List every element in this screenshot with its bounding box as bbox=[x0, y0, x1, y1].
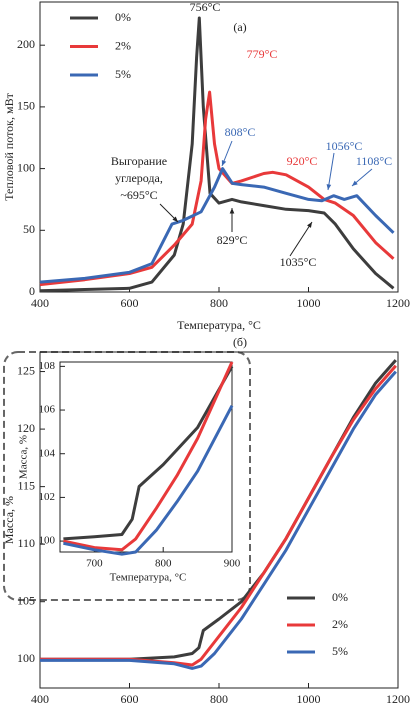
annotation-arrow bbox=[327, 152, 335, 191]
panel-label: (б) bbox=[233, 335, 247, 349]
x-tick-label: 400 bbox=[31, 692, 49, 706]
legend-label: 0% bbox=[115, 10, 131, 24]
annotation: ~695°C bbox=[120, 188, 157, 202]
x-tick-label: 1200 bbox=[386, 296, 410, 310]
y-tick-label: 108 bbox=[39, 360, 56, 372]
annotation: 920°C bbox=[287, 154, 318, 168]
y-tick-label: 100 bbox=[17, 160, 35, 174]
arrow-head bbox=[352, 180, 358, 186]
inset-frame bbox=[3, 351, 251, 601]
y-tick-label: 106 bbox=[39, 404, 56, 416]
data-line bbox=[63, 405, 234, 556]
x-tick-label: 600 bbox=[121, 692, 139, 706]
data-line bbox=[63, 365, 234, 541]
annotation: 1056°C bbox=[326, 139, 363, 153]
y-axis-title: Масса, % bbox=[2, 496, 16, 544]
x-tick-label: 600 bbox=[121, 296, 139, 310]
y-axis-title: Масса, % bbox=[18, 435, 30, 479]
legend-label: 0% bbox=[332, 590, 348, 604]
x-tick-label: 1000 bbox=[297, 692, 321, 706]
y-tick-label: 50 bbox=[23, 222, 35, 236]
x-tick-label: 700 bbox=[86, 558, 103, 570]
y-tick-label: 125 bbox=[17, 363, 35, 377]
arrow-head bbox=[229, 208, 235, 214]
annotation: Выгорание bbox=[111, 154, 167, 168]
data-line bbox=[40, 364, 397, 667]
x-tick-label: 900 bbox=[224, 558, 241, 570]
data-line bbox=[40, 359, 397, 661]
plot-frame bbox=[59, 361, 233, 553]
annotation: 1108°C bbox=[356, 154, 392, 168]
y-axis-title: Тепловой поток, мВт bbox=[2, 92, 16, 200]
annotation: 829°C bbox=[217, 233, 248, 247]
y-tick-label: 100 bbox=[39, 535, 56, 547]
annotation: углерода, bbox=[115, 171, 163, 185]
data-line bbox=[40, 370, 397, 670]
x-tick-label: 1200 bbox=[386, 692, 410, 706]
x-tick-label: 800 bbox=[210, 296, 228, 310]
data-line bbox=[39, 167, 395, 284]
arrow-head bbox=[221, 160, 227, 166]
data-line bbox=[39, 16, 395, 293]
annotation-arrow bbox=[289, 221, 313, 257]
x-axis-title: Температура, °C bbox=[110, 572, 187, 584]
annotation: 779°C bbox=[247, 47, 278, 61]
x-tick-label: 800 bbox=[210, 692, 228, 706]
y-tick-label: 200 bbox=[17, 37, 35, 51]
legend-label: 2% bbox=[332, 617, 348, 631]
x-axis-title: Температура, °C bbox=[177, 318, 261, 332]
legend-label: 2% bbox=[115, 38, 131, 52]
arrow-head bbox=[307, 222, 312, 228]
data-line bbox=[63, 361, 234, 552]
legend-label: 5% bbox=[332, 644, 348, 658]
annotation: 808°C bbox=[225, 125, 256, 139]
y-tick-label: 150 bbox=[17, 99, 35, 113]
x-tick-label: 400 bbox=[31, 296, 49, 310]
y-tick-label: 110 bbox=[17, 536, 35, 550]
data-line bbox=[39, 90, 395, 287]
y-tick-label: 115 bbox=[17, 478, 35, 492]
arrow-head bbox=[326, 184, 332, 190]
y-tick-label: 104 bbox=[39, 447, 56, 459]
y-tick-label: 105 bbox=[17, 593, 35, 607]
arrow-head bbox=[172, 216, 178, 222]
annotation: 756°C bbox=[190, 0, 221, 14]
y-tick-label: 0 bbox=[29, 284, 35, 298]
y-tick-label: 120 bbox=[17, 421, 35, 435]
x-tick-label: 800 bbox=[155, 558, 172, 570]
y-tick-label: 100 bbox=[17, 651, 35, 665]
x-tick-label: 1000 bbox=[297, 296, 321, 310]
y-tick-label: 102 bbox=[39, 491, 56, 503]
legend-label: 5% bbox=[115, 67, 131, 81]
annotation: 1035°C bbox=[280, 255, 317, 269]
panel-label: (а) bbox=[233, 20, 246, 34]
